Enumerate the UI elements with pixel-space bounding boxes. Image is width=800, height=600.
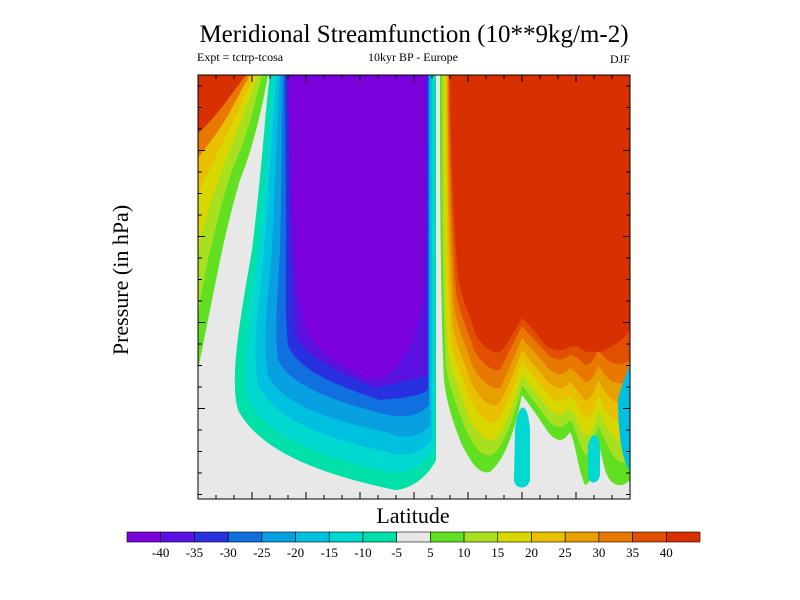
colorbar-tick-label: 25 [559,545,572,560]
colorbar-tick-label: -25 [253,545,270,560]
colorbar-tick-label: -40 [152,545,169,560]
colorbar-swatch [430,531,465,543]
colorbar-swatch [632,531,667,543]
colorbar-swatch [328,531,364,543]
colorbar-swatch [665,531,701,543]
subtitle-experiment: Expt = tctrp-tcosa [197,50,284,64]
colorbar-swatch [261,531,296,543]
colorbar-tick-label: -10 [354,545,371,560]
colorbar-tick-label: -20 [287,545,304,560]
chart-title: Meridional Streamfunction (10**9kg/m-2) [199,21,628,48]
colorbar-swatch [227,531,263,543]
colorbar-swatch [126,531,162,543]
colorbar-tick-label: 20 [525,545,538,560]
colorbar-tick-label: 10 [458,545,471,560]
negative-contour-band [514,407,530,488]
colorbar-swatch [295,531,330,543]
colorbar: -40 -35 -30 -25 -20 -15 -10 -5 5 10 15 20 25 30 35 40 [126,531,701,560]
colorbar-swatch [463,531,499,543]
colorbar-tick-label: -30 [219,545,236,560]
negative-contour-band [588,434,600,483]
colorbar-tick-label: -5 [391,545,402,560]
colorbar-tick-label: -15 [321,545,338,560]
colorbar-swatch [531,531,566,543]
colorbar-tick-label: 40 [660,545,673,560]
subtitle-period: 10kyr BP - Europe [368,50,458,64]
colorbar-swatch [564,531,600,543]
positive-contour-band [450,75,630,353]
positive-contour-band [198,75,246,133]
y-axis-label: Pressure (in hPa) [108,205,133,355]
colorbar-swatch [396,531,431,543]
colorbar-tick-label: 15 [491,545,504,560]
colorbar-swatch [362,531,397,543]
colorbar-swatch [598,531,633,543]
subtitle-season: DJF [610,52,630,66]
colorbar-tick-label: 35 [626,545,639,560]
colorbar-tick-label: 30 [592,545,605,560]
colorbar-swatch [160,531,195,543]
colorbar-swatch [497,531,532,543]
colorbar-tick-label: -35 [186,545,203,560]
negative-contour-band [288,75,426,379]
contour-plot-area [197,74,631,500]
colorbar-swatch [194,531,229,543]
colorbar-tick-label: 5 [427,545,434,560]
x-axis-label: Latitude [376,503,449,528]
